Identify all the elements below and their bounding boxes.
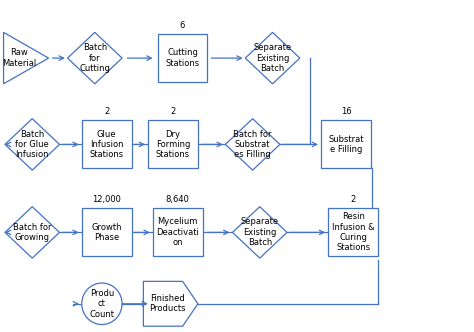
Polygon shape	[67, 32, 122, 84]
Polygon shape	[226, 119, 280, 170]
Text: Batch for
Growing: Batch for Growing	[13, 223, 52, 242]
Text: Finished
Products: Finished Products	[149, 294, 186, 313]
FancyBboxPatch shape	[82, 121, 132, 169]
FancyBboxPatch shape	[321, 121, 371, 169]
Text: Batch for
Substrat
es Filling: Batch for Substrat es Filling	[233, 129, 272, 159]
Text: 8,640: 8,640	[166, 195, 190, 204]
Text: Substrat
e Filling: Substrat e Filling	[328, 135, 364, 154]
Ellipse shape	[82, 283, 122, 325]
Text: Batch
for Glue
Infusion: Batch for Glue Infusion	[15, 129, 49, 159]
Text: Batch
for
Cutting: Batch for Cutting	[79, 43, 110, 73]
FancyBboxPatch shape	[153, 208, 202, 256]
Text: 16: 16	[341, 107, 351, 116]
Text: Dry
Forming
Stations: Dry Forming Stations	[156, 129, 190, 159]
Text: Glue
Infusion
Stations: Glue Infusion Stations	[90, 129, 124, 159]
Text: Growth
Phase: Growth Phase	[91, 223, 122, 242]
Polygon shape	[246, 32, 300, 84]
Text: Resin
Infusion &
Curing
Stations: Resin Infusion & Curing Stations	[332, 212, 374, 253]
Text: Produ
ct
Count: Produ ct Count	[90, 289, 114, 319]
Text: 2: 2	[104, 107, 109, 116]
Text: 2: 2	[170, 107, 176, 116]
Text: Cutting
Stations: Cutting Stations	[165, 48, 200, 68]
Text: 12,000: 12,000	[92, 195, 121, 204]
Text: 6: 6	[180, 21, 185, 30]
Text: Separate
Existing
Batch: Separate Existing Batch	[254, 43, 292, 73]
FancyBboxPatch shape	[328, 208, 378, 256]
Text: Raw
Material: Raw Material	[2, 48, 36, 68]
FancyBboxPatch shape	[157, 34, 207, 82]
Text: 2: 2	[350, 195, 356, 204]
Text: Separate
Existing
Batch: Separate Existing Batch	[241, 217, 279, 247]
FancyBboxPatch shape	[148, 121, 198, 169]
Polygon shape	[3, 32, 48, 84]
Text: Mycelium
Deactivati
on: Mycelium Deactivati on	[156, 217, 199, 247]
Polygon shape	[5, 119, 60, 170]
Polygon shape	[5, 207, 60, 258]
FancyBboxPatch shape	[82, 208, 132, 256]
Polygon shape	[143, 281, 198, 326]
Polygon shape	[232, 207, 287, 258]
